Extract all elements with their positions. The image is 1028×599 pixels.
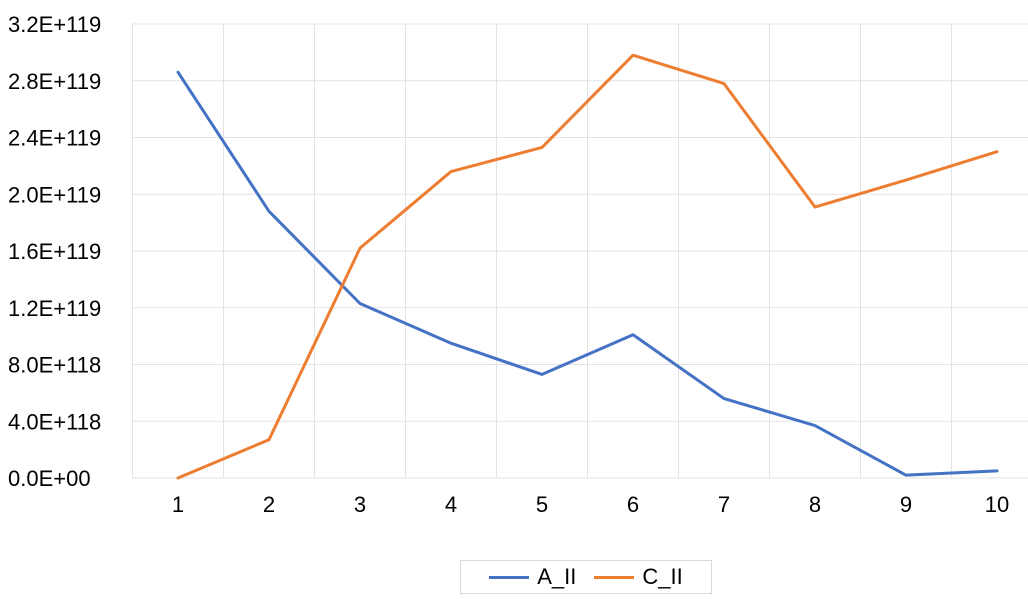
y-tick-label: 0.0E+00	[8, 466, 91, 491]
x-tick-label: 2	[263, 492, 275, 517]
y-tick-label: 2.0E+119	[8, 182, 101, 207]
x-tick-label: 1	[172, 492, 184, 517]
series-line-c-ii	[176, 53, 999, 480]
y-tick-label: 2.4E+119	[8, 126, 101, 151]
y-axis-ticks: 0.0E+00 4.0E+118 8.0E+118 1.2E+119 1.6E+119 2…	[8, 12, 101, 491]
x-tick-label: 4	[445, 492, 457, 517]
series-layer	[176, 53, 999, 480]
y-tick-label: 1.2E+119	[8, 296, 101, 321]
series-line-a-ii	[176, 70, 999, 477]
legend: A_II C_II	[460, 560, 712, 594]
y-tick-label: 3.2E+119	[8, 12, 101, 37]
x-tick-label: 6	[627, 492, 639, 517]
x-tick-label: 7	[718, 492, 730, 517]
legend-item-a-ii: A_II	[489, 564, 576, 590]
y-tick-label: 1.6E+119	[8, 239, 101, 264]
y-tick-label: 4.0E+118	[8, 409, 101, 434]
y-tick-label: 2.8E+119	[8, 69, 101, 94]
legend-swatch-a-ii	[489, 575, 530, 579]
x-tick-label: 9	[900, 492, 912, 517]
x-tick-label: 5	[536, 492, 548, 517]
x-tick-label: 3	[354, 492, 366, 517]
x-axis-ticks: 1 2 3 4 5 6 7 8 9 10	[172, 492, 1009, 517]
legend-item-c-ii: C_II	[594, 564, 683, 590]
grid	[132, 23, 1028, 479]
legend-label-a-ii: A_II	[537, 564, 577, 589]
legend-swatch-c-ii	[594, 575, 635, 579]
legend-label-c-ii: C_II	[642, 564, 683, 589]
x-tick-label: 10	[985, 492, 1009, 517]
y-tick-label: 8.0E+118	[8, 353, 101, 378]
x-tick-label: 8	[809, 492, 821, 517]
